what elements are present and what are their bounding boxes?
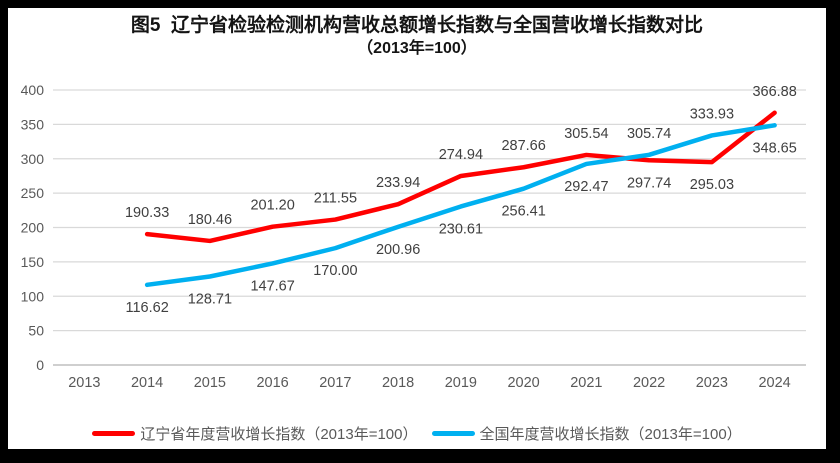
x-axis-tick-label: 2014 xyxy=(131,375,163,391)
chart-title-line2: （2013年=100） xyxy=(357,40,477,57)
data-label-liaoning-2018: 233.94 xyxy=(376,175,420,191)
data-label-liaoning-2023: 295.03 xyxy=(690,177,734,193)
x-axis-tick-label: 2023 xyxy=(696,375,728,391)
legend-item-liaoning: 辽宁省年度营收增长指数（2013年=100） xyxy=(92,423,418,444)
x-axis-tick-label: 2018 xyxy=(382,375,414,391)
data-label-liaoning-2016: 201.20 xyxy=(250,198,294,214)
x-axis-tick-label: 2017 xyxy=(319,375,351,391)
data-label-national-2016: 147.67 xyxy=(250,278,294,294)
legend-swatch-national-icon xyxy=(431,431,475,436)
chart-canvas xyxy=(8,8,826,449)
data-label-liaoning-2020: 287.66 xyxy=(501,138,545,154)
y-axis-tick-label: 400 xyxy=(21,82,45,98)
data-label-liaoning-2019: 274.94 xyxy=(439,147,483,163)
data-label-national-2014: 116.62 xyxy=(125,300,168,316)
y-axis-tick-label: 300 xyxy=(21,151,45,167)
data-label-national-2022: 305.74 xyxy=(627,126,671,142)
y-axis-tick-label: 150 xyxy=(21,254,45,270)
y-axis-tick-label: 200 xyxy=(21,220,45,236)
x-axis-tick-label: 2024 xyxy=(758,375,790,391)
data-label-liaoning-2015: 180.46 xyxy=(188,212,232,228)
x-axis-tick-label: 2020 xyxy=(507,375,539,391)
data-label-national-2020: 256.41 xyxy=(501,204,545,220)
y-axis-tick-label: 250 xyxy=(21,185,45,201)
data-label-national-2021: 292.47 xyxy=(564,179,608,195)
x-axis-tick-label: 2022 xyxy=(633,375,665,391)
data-label-national-2023: 333.93 xyxy=(690,106,734,122)
x-axis-tick-label: 2021 xyxy=(570,375,602,391)
data-label-liaoning-2024: 366.88 xyxy=(752,84,796,100)
y-axis-tick-label: 100 xyxy=(21,288,45,304)
data-label-liaoning-2017: 211.55 xyxy=(314,191,357,207)
x-axis-tick-label: 2016 xyxy=(256,375,288,391)
chart-title: 图5 辽宁省检验检测机构营收总额增长指数与全国营收增长指数对比 （2013年=1… xyxy=(8,14,826,59)
data-label-national-2017: 170.00 xyxy=(313,263,357,279)
data-label-national-2024: 348.65 xyxy=(752,140,796,156)
legend-label-liaoning: 辽宁省年度营收增长指数（2013年=100） xyxy=(140,426,418,443)
x-axis-tick-label: 2019 xyxy=(445,375,477,391)
legend-item-national: 全国年度营收增长指数（2013年=100） xyxy=(431,423,742,444)
legend-label-national: 全国年度营收增长指数（2013年=100） xyxy=(479,426,742,443)
data-label-liaoning-2022: 297.74 xyxy=(627,175,671,191)
data-label-liaoning-2021: 305.54 xyxy=(564,126,608,142)
data-label-national-2015: 128.71 xyxy=(188,292,232,308)
data-label-national-2018: 200.96 xyxy=(376,242,420,258)
data-label-liaoning-2014: 190.33 xyxy=(125,205,169,221)
series-line-liaoning xyxy=(144,110,777,244)
chart-title-line1: 图5 辽宁省检验检测机构营收总额增长指数与全国营收增长指数对比 xyxy=(130,15,704,36)
legend-swatch-liaoning-icon xyxy=(92,431,136,436)
y-axis-tick-label: 350 xyxy=(21,116,45,132)
series-line-national xyxy=(144,123,777,288)
x-axis-tick-label: 2015 xyxy=(194,375,226,391)
y-axis-tick-label: 50 xyxy=(28,323,44,339)
x-axis-tick-label: 2013 xyxy=(68,375,100,391)
chart-legend: 辽宁省年度营收增长指数（2013年=100） 全国年度营收增长指数（2013年=… xyxy=(8,423,826,444)
data-label-national-2019: 230.61 xyxy=(439,221,483,237)
y-axis-tick-label: 0 xyxy=(36,357,44,373)
